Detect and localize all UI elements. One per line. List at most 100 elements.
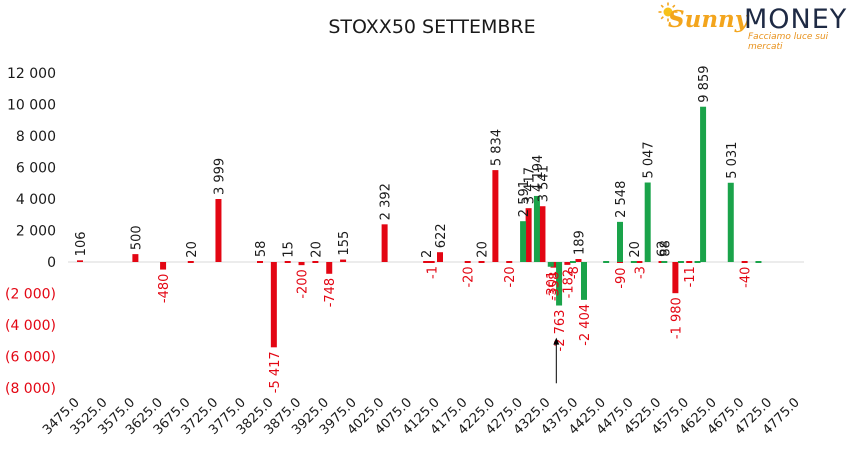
brand-word-sunny: Sunny	[668, 6, 749, 33]
bar-red	[284, 261, 291, 263]
data-label: 500	[129, 225, 144, 250]
data-label: 5 031	[725, 142, 740, 179]
bar-green	[533, 195, 540, 262]
bar-green	[556, 262, 563, 306]
data-label: -8	[567, 266, 582, 279]
data-label: -748	[323, 278, 338, 308]
data-label: -40	[739, 267, 754, 288]
bar-red	[428, 261, 435, 263]
bar-red	[298, 262, 305, 266]
bar-green	[644, 182, 651, 262]
brand-logo: Sunny MONEY Facciamo luce sui mercati	[658, 2, 860, 52]
bar-red	[312, 261, 319, 263]
y-tick-label: 0	[47, 255, 56, 271]
data-label: -3	[633, 266, 648, 279]
bar-red	[539, 206, 546, 262]
bar-red	[464, 261, 471, 263]
data-label: 3 541	[536, 165, 551, 202]
bar-green	[569, 261, 576, 263]
y-tick-label: 4 000	[16, 192, 56, 208]
bar-red	[492, 170, 499, 262]
data-label: 5 834	[489, 129, 504, 166]
y-tick-label: (2 000)	[5, 287, 56, 303]
data-label: -200	[296, 269, 311, 299]
sun-icon	[658, 2, 678, 22]
data-label: -1	[426, 266, 441, 279]
bar-red	[270, 262, 277, 348]
bar-red	[564, 262, 571, 265]
bar-red	[187, 261, 194, 263]
bar-red	[215, 199, 222, 262]
bar-green	[581, 262, 587, 300]
data-label: 3 417	[523, 167, 538, 204]
bar-green	[603, 261, 610, 263]
data-labels-group: 106 500 -480 20 3 999 58 -5 417 15 -200 20 -748 155…	[74, 66, 754, 394]
bar-red	[160, 262, 167, 270]
data-label: 20	[309, 241, 324, 258]
data-label: 5 047	[642, 141, 657, 178]
bar-green	[630, 261, 637, 263]
annotation-arrow-head	[553, 337, 560, 345]
y-tick-label: 2 000	[16, 224, 56, 240]
brand-word-money: MONEY	[744, 4, 848, 35]
bar-red	[636, 261, 643, 263]
annotation-group	[553, 337, 560, 384]
bar-red	[340, 259, 347, 262]
bars-group	[77, 106, 762, 348]
data-label: -480	[157, 274, 172, 304]
data-label: 2 392	[379, 183, 394, 220]
data-label: 2 591	[517, 180, 532, 217]
data-label: 9 859	[697, 66, 712, 103]
bar-red	[672, 262, 679, 294]
data-label: -1 980	[669, 297, 684, 339]
data-label: 3 999	[212, 158, 227, 195]
data-label: -358	[548, 272, 563, 302]
data-label: 2 548	[614, 181, 629, 218]
y-tick-label: 12 000	[7, 66, 56, 82]
bar-red	[506, 261, 513, 263]
data-label: 62	[656, 240, 671, 257]
y-tick-label: (6 000)	[5, 350, 56, 366]
data-label: 58	[254, 241, 269, 258]
bar-red	[575, 259, 582, 262]
data-label: 88	[658, 240, 673, 257]
bar-green	[547, 262, 554, 267]
bar-green	[520, 221, 527, 262]
bar-green	[755, 261, 762, 263]
bar-green	[617, 221, 623, 262]
bar-red	[77, 260, 83, 262]
brand-tagline: Facciamo luce sui mercati	[748, 32, 829, 52]
data-label: 20	[476, 241, 491, 258]
data-label: 106	[74, 232, 89, 257]
bar-green	[694, 261, 701, 263]
y-tick-label: (4 000)	[5, 318, 56, 334]
bar-red	[423, 261, 430, 263]
y-tick-label: 8 000	[16, 129, 56, 145]
bar-red	[686, 261, 693, 263]
y-tick-label: 10 000	[7, 98, 56, 114]
bar-green	[700, 106, 707, 262]
bar-red	[381, 224, 388, 262]
bar-green	[661, 261, 668, 263]
data-label: 20	[185, 241, 200, 258]
y-axis: 12 000 10 000 8 000 6 000 4 000 2 000 0 (2 000)…	[5, 66, 56, 397]
x-axis: 3475.03525.03575.03625.03675.03725.03775…	[40, 395, 803, 438]
bar-red	[525, 208, 532, 262]
data-label: 622	[434, 223, 449, 248]
bar-red	[326, 262, 333, 274]
bar-red	[437, 252, 443, 262]
data-label: -90	[614, 267, 629, 288]
data-label: -11	[683, 266, 698, 287]
data-label: 20	[628, 241, 643, 258]
data-label: -301	[545, 271, 560, 301]
data-label: -182	[561, 269, 576, 299]
data-label: -20	[462, 266, 477, 287]
bar-green	[727, 182, 734, 262]
data-label: 15	[282, 241, 297, 258]
bar-green	[677, 261, 684, 263]
chart-title: STOXX50 SETTEMBRE	[328, 16, 536, 38]
data-label: -2 763	[553, 310, 568, 352]
data-label: -20	[503, 266, 518, 287]
data-label: 155	[337, 231, 352, 256]
